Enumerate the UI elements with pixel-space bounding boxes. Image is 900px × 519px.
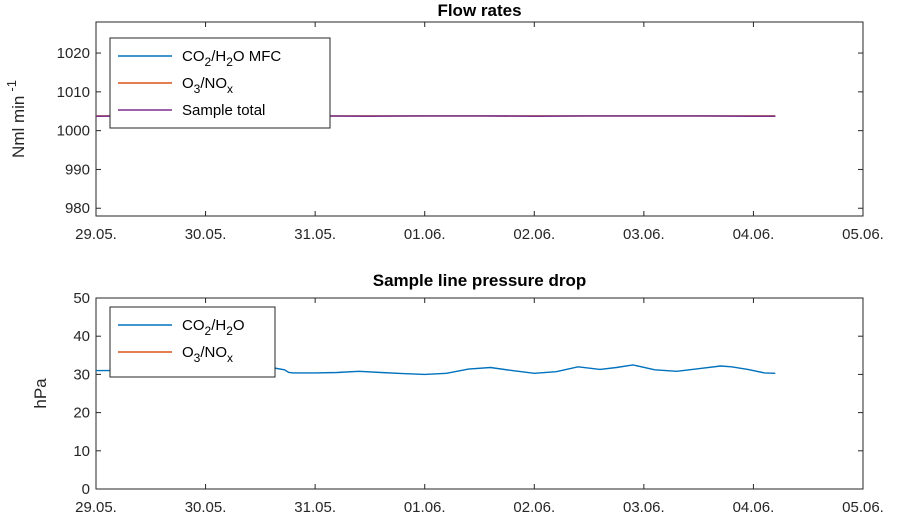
legend-label-part: 3 bbox=[194, 82, 201, 96]
y-tick-label: 10 bbox=[73, 443, 90, 460]
legend-label-part: 2 bbox=[205, 55, 212, 69]
legend-label-part: CO bbox=[182, 317, 205, 334]
legend-label-part: /H bbox=[211, 317, 226, 334]
y-axis-label-main: Nml min bbox=[9, 96, 28, 158]
y-tick-label: 1010 bbox=[57, 84, 90, 101]
x-tick-label: 05.06. bbox=[842, 226, 884, 243]
series-group bbox=[96, 364, 776, 376]
x-tick-label: 04.06. bbox=[733, 226, 775, 243]
x-tick-label: 02.06. bbox=[513, 226, 555, 243]
x-tick-label: 01.06. bbox=[404, 226, 446, 243]
y-tick-label: 0 bbox=[82, 481, 90, 498]
axes-box bbox=[95, 21, 864, 217]
legend-box bbox=[109, 306, 276, 378]
y-axis-label-sup: -1 bbox=[4, 80, 19, 92]
legend-label-1: O3/NOx bbox=[182, 75, 233, 96]
legend-label-0: CO2/H2O bbox=[182, 317, 245, 338]
legend-label-part: x bbox=[227, 351, 233, 365]
x-tick-label: 04.06. bbox=[733, 499, 775, 516]
x-tick-label: 03.06. bbox=[623, 499, 665, 516]
legend-label-part: 3 bbox=[194, 351, 201, 365]
x-tick-label: 03.06. bbox=[623, 226, 665, 243]
x-tick-label: 29.05. bbox=[75, 226, 117, 243]
legend-label-1: O3/NOx bbox=[182, 344, 233, 365]
legend-label-part: O bbox=[233, 317, 245, 334]
y-tick-label: 1000 bbox=[57, 123, 90, 140]
legend-label-part: x bbox=[227, 82, 233, 96]
chart-title: Flow rates bbox=[437, 1, 521, 20]
legend-label-2: Sample total bbox=[182, 102, 265, 119]
legend-label-part: /NO bbox=[200, 75, 227, 92]
x-tick-label: 01.06. bbox=[404, 499, 446, 516]
legend-label-part: 2 bbox=[205, 324, 212, 338]
y-tick-label: 980 bbox=[65, 200, 90, 217]
pressure-drop-panel: Sample line pressure drop 29.05. 30.05. 31.… bbox=[31, 271, 884, 516]
chart-title: Sample line pressure drop bbox=[373, 271, 587, 290]
y-tick-label: 30 bbox=[73, 366, 90, 383]
x-tick-label: 30.05. bbox=[185, 226, 227, 243]
x-tick-label: 02.06. bbox=[513, 499, 555, 516]
axes-box bbox=[95, 297, 864, 490]
x-tick-label: 30.05. bbox=[185, 499, 227, 516]
y-axis-label: Nml min -1 bbox=[4, 80, 28, 158]
x-tick-label: 31.05. bbox=[294, 226, 336, 243]
y-tick-label: 990 bbox=[65, 161, 90, 178]
legend-label-part: /NO bbox=[200, 344, 227, 361]
legend-label-part: 2 bbox=[226, 324, 233, 338]
y-tick-label: 1020 bbox=[57, 45, 90, 62]
series-line-0 bbox=[96, 364, 776, 376]
legend-label-part: Sample total bbox=[182, 102, 265, 119]
legend-label-part: O MFC bbox=[233, 48, 281, 65]
y-axis-label-main: hPa bbox=[31, 378, 50, 409]
legend-label-part: /H bbox=[211, 48, 226, 65]
legend-label-part: CO bbox=[182, 48, 205, 65]
y-tick-label: 20 bbox=[73, 405, 90, 422]
x-tick-label: 31.05. bbox=[294, 499, 336, 516]
legend-label-0: CO2/H2O MFC bbox=[182, 48, 281, 69]
y-tick-label: 40 bbox=[73, 328, 90, 345]
legend-label-part: O bbox=[182, 75, 194, 92]
flow-rates-panel: Flow rates 29.05. 30.05. 31.05. 01.06. 02.06.… bbox=[4, 1, 884, 243]
y-tick-label: 50 bbox=[73, 290, 90, 307]
legend-label-part: 2 bbox=[226, 55, 233, 69]
legend-label-part: O bbox=[182, 344, 194, 361]
y-axis-label: hPa bbox=[31, 378, 50, 409]
x-tick-label: 05.06. bbox=[842, 499, 884, 516]
x-tick-label: 29.05. bbox=[75, 499, 117, 516]
